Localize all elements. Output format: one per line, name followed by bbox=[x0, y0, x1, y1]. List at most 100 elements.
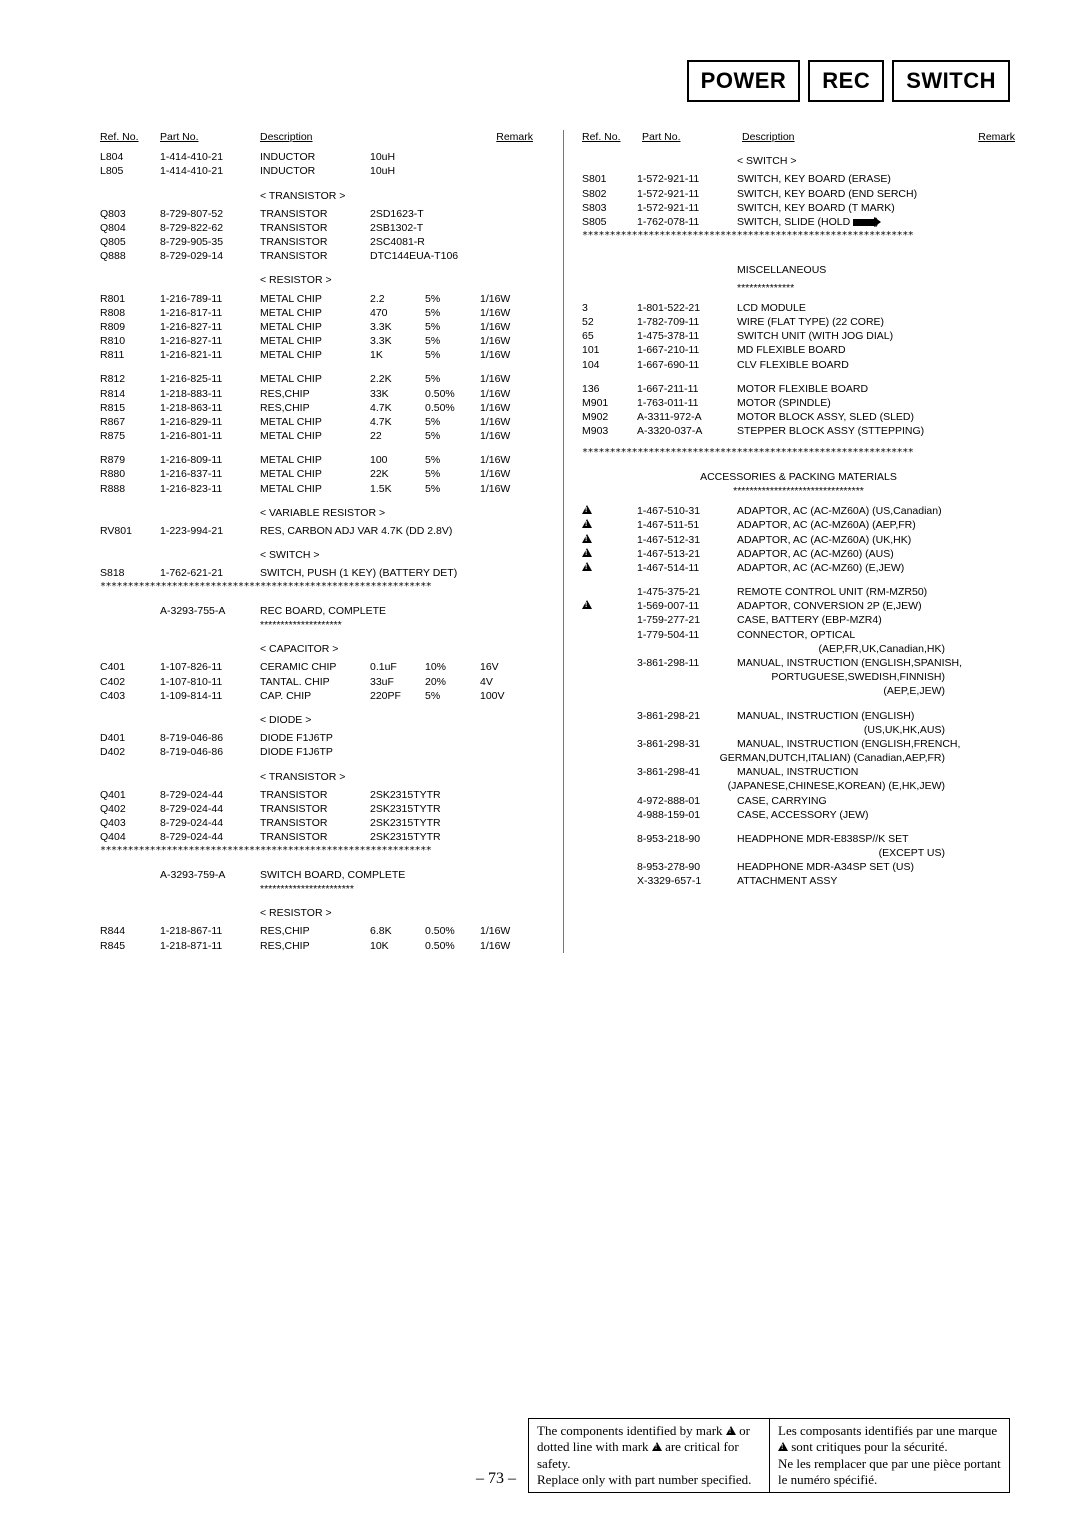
stars-sw: *********************** bbox=[260, 882, 354, 896]
hdr-ref-r: Ref. No. bbox=[582, 130, 642, 144]
manual3-tail: GERMAN,DUTCH,ITALIAN) (Canadian,AEP,FR) bbox=[582, 751, 1015, 765]
table-row: Q4028-729-024-44TRANSISTOR2SK2315TYTR bbox=[100, 802, 533, 816]
right-header-row: Ref. No. Part No. Description Remark bbox=[582, 130, 1015, 144]
table-row: 1-467-510-31ADAPTOR, AC (AC-MZ60A) (US,C… bbox=[582, 504, 1015, 518]
table-row: Q8048-729-822-62TRANSISTOR2SB1302-T bbox=[100, 221, 533, 235]
att-desc: ATTACHMENT ASSY bbox=[737, 874, 1015, 888]
table-row: R8441-218-867-11RES,CHIP6.8K0.50%1/16W bbox=[100, 924, 533, 938]
slide-arrow-icon bbox=[853, 219, 875, 226]
acc2-block: 1-475-375-21REMOTE CONTROL UNIT (RM-MZR5… bbox=[582, 585, 1015, 642]
acc-hdr: ACCESSORIES & PACKING MATERIALS bbox=[582, 470, 1015, 484]
table-row: D4018-719-046-86DIODE F1J6TP bbox=[100, 731, 533, 745]
table-row: R8121-216-825-11METAL CHIP2.2K5%1/16W bbox=[100, 372, 533, 386]
table-row: 521-782-709-11WIRE (FLAT TYPE) (22 CORE) bbox=[582, 315, 1015, 329]
hp2-part: 8-953-278-90 bbox=[637, 860, 737, 874]
case2-desc: CASE, ACCESSORY (JEW) bbox=[737, 808, 1015, 822]
hp1-desc: HEADPHONE MDR-E838SP//K SET bbox=[737, 832, 1015, 846]
table-row: 1-779-504-11CONNECTOR, OPTICAL bbox=[582, 628, 1015, 642]
table-row: 1041-667-690-11CLV FLEXIBLE BOARD bbox=[582, 358, 1015, 372]
table-row: R8111-216-821-11METAL CHIP1K5%1/16W bbox=[100, 348, 533, 362]
diode-block: D4018-719-046-86DIODE F1J6TPD4028-719-04… bbox=[100, 731, 533, 759]
table-row: R8141-218-883-11RES,CHIP33K0.50%1/16W bbox=[100, 387, 533, 401]
table-row: R8671-216-829-11METAL CHIP4.7K5%1/16W bbox=[100, 415, 533, 429]
table-row: 1-467-512-31ADAPTOR, AC (AC-MZ60A) (UK,H… bbox=[582, 533, 1015, 547]
table-row: L8041-414-410-21INDUCTOR10uH bbox=[100, 150, 533, 164]
manual4-part: 3-861-298-41 bbox=[637, 765, 737, 779]
manual1-row: 3-861-298-11MANUAL, INSTRUCTION (ENGLISH… bbox=[582, 656, 1015, 670]
table-row: S8181-762-621-21SWITCH, PUSH (1 KEY) (BA… bbox=[100, 566, 533, 580]
manual3-row: 3-861-298-31MANUAL, INSTRUCTION (ENGLISH… bbox=[582, 737, 1015, 751]
hdr-part: Part No. bbox=[160, 130, 260, 144]
section-capacitor: < CAPACITOR > bbox=[260, 642, 533, 656]
cap-block: C4011-107-826-11CERAMIC CHIP0.1uF10%16VC… bbox=[100, 660, 533, 703]
manual2-part: 3-861-298-21 bbox=[637, 709, 737, 723]
table-row: M902A-3311-972-AMOTOR BLOCK ASSY, SLED (… bbox=[582, 410, 1015, 424]
switch-r-block: S8011-572-921-11SWITCH, KEY BOARD (ERASE… bbox=[582, 172, 1015, 229]
table-row: R8451-218-871-11RES,CHIP10K0.50%1/16W bbox=[100, 939, 533, 953]
table-row: 1-467-511-51ADAPTOR, AC (AC-MZ60A) (AEP,… bbox=[582, 518, 1015, 532]
hp1-tail: (EXCEPT US) bbox=[582, 846, 1015, 860]
table-row: 1-467-514-11ADAPTOR, AC (AC-MZ60) (E,JEW… bbox=[582, 561, 1015, 575]
table-row: 1-759-277-21CASE, BATTERY (EBP-MZR4) bbox=[582, 613, 1015, 627]
table-row: S8011-572-921-11SWITCH, KEY BOARD (ERASE… bbox=[582, 172, 1015, 186]
warning-icon bbox=[778, 1442, 788, 1451]
transistor-block: Q8038-729-807-52TRANSISTOR2SD1623-TQ8048… bbox=[100, 207, 533, 264]
manual1-part: 3-861-298-11 bbox=[637, 656, 737, 670]
section-switch-r: < SWITCH > bbox=[737, 154, 1015, 168]
case1-desc: CASE, CARRYING bbox=[737, 794, 1015, 808]
trans2-block: Q4018-729-024-44TRANSISTOR2SK2315TYTRQ40… bbox=[100, 788, 533, 845]
manual2-tail: (US,UK,HK,AUS) bbox=[582, 723, 1015, 737]
section-resistor-2: < RESISTOR > bbox=[260, 906, 533, 920]
warning-icon bbox=[652, 1442, 662, 1451]
header-boxes: POWER REC SWITCH bbox=[687, 60, 1010, 102]
misc-block: 31-801-522-21LCD MODULE521-782-709-11WIR… bbox=[582, 301, 1015, 372]
hdr-desc-r: Description bbox=[742, 130, 955, 144]
manual2-row: 3-861-298-21MANUAL, INSTRUCTION (ENGLISH… bbox=[582, 709, 1015, 723]
left-header-row: Ref. No. Part No. Description Remark bbox=[100, 130, 533, 144]
manual1-tail: PORTUGUESE,SWEDISH,FINNISH) bbox=[582, 670, 1015, 684]
table-row: Q4018-729-024-44TRANSISTOR2SK2315TYTR bbox=[100, 788, 533, 802]
footer-fr: Les composants identifiés par une marque… bbox=[769, 1419, 1009, 1492]
warning-icon bbox=[582, 548, 592, 557]
table-row: S8021-572-921-11SWITCH, KEY BOARD (END S… bbox=[582, 187, 1015, 201]
manual1-desc: MANUAL, INSTRUCTION (ENGLISH,SPANISH, bbox=[737, 656, 1015, 670]
manual4-row: 3-861-298-41MANUAL, INSTRUCTION bbox=[582, 765, 1015, 779]
table-row: L8051-414-410-21INDUCTOR10uH bbox=[100, 164, 533, 178]
hdr-ref: Ref. No. bbox=[100, 130, 160, 144]
table-row: 1011-667-210-11MD FLEXIBLE BOARD bbox=[582, 343, 1015, 357]
hp2-row: 8-953-278-90HEADPHONE MDR-A34SP SET (US) bbox=[582, 860, 1015, 874]
table-row: R8091-216-827-11METAL CHIP3.3K5%1/16W bbox=[100, 320, 533, 334]
footer: – 73 – The components identified by mark… bbox=[476, 1418, 1010, 1493]
warning-icon bbox=[582, 562, 592, 571]
table-row: Q8058-729-905-35TRANSISTOR2SC4081-R bbox=[100, 235, 533, 249]
section-transistor: < TRANSISTOR > bbox=[260, 189, 533, 203]
section-resistor: < RESISTOR > bbox=[260, 273, 533, 287]
header-box-switch: SWITCH bbox=[892, 60, 1010, 102]
hdr-part-r: Part No. bbox=[642, 130, 742, 144]
rec-board-part: A-3293-755-A bbox=[160, 604, 260, 618]
table-row: 1361-667-211-11MOTOR FLEXIBLE BOARD bbox=[582, 382, 1015, 396]
misc2-block: 1361-667-211-11MOTOR FLEXIBLE BOARDM9011… bbox=[582, 382, 1015, 439]
stars-r2: ****************************************… bbox=[582, 446, 1015, 460]
table-row: C4021-107-810-11TANTAL. CHIP33uF20%4V bbox=[100, 675, 533, 689]
table-row: R8801-216-837-11METAL CHIP22K5%1/16W bbox=[100, 467, 533, 481]
table-row: Q4038-729-024-44TRANSISTOR2SK2315TYTR bbox=[100, 816, 533, 830]
table-row: R8791-216-809-11METAL CHIP1005%1/16W bbox=[100, 453, 533, 467]
rec-board-row: A-3293-755-A REC BOARD, COMPLETE bbox=[100, 604, 533, 618]
hp1-row: 8-953-218-90HEADPHONE MDR-E838SP//K SET bbox=[582, 832, 1015, 846]
table-row: R8151-218-863-11RES,CHIP4.7K0.50%1/16W bbox=[100, 401, 533, 415]
stars-acc: ******************************** bbox=[582, 484, 1015, 498]
table-row: M9011-763-011-11MOTOR (SPINDLE) bbox=[582, 396, 1015, 410]
table-row: 31-801-522-21LCD MODULE bbox=[582, 301, 1015, 315]
table-row: 1-475-375-21REMOTE CONTROL UNIT (RM-MZR5… bbox=[582, 585, 1015, 599]
res-block-3: R8791-216-809-11METAL CHIP1005%1/16WR880… bbox=[100, 453, 533, 496]
switch-block: S8181-762-621-21SWITCH, PUSH (1 KEY) (BA… bbox=[100, 566, 533, 580]
stars-rec: ******************** bbox=[260, 618, 342, 632]
res4-block: R8441-218-867-11RES,CHIP6.8K0.50%1/16WR8… bbox=[100, 924, 533, 952]
att-part: X-3329-657-1 bbox=[637, 874, 737, 888]
table-row: R8101-216-827-11METAL CHIP3.3K5%1/16W bbox=[100, 334, 533, 348]
table-row: R8011-216-789-11METAL CHIP2.25%1/16W bbox=[100, 292, 533, 306]
table-row: C4011-107-826-11CERAMIC CHIP0.1uF10%16V bbox=[100, 660, 533, 674]
table-row: D4028-719-046-86DIODE F1J6TP bbox=[100, 745, 533, 759]
table-row: Q8038-729-807-52TRANSISTOR2SD1623-T bbox=[100, 207, 533, 221]
